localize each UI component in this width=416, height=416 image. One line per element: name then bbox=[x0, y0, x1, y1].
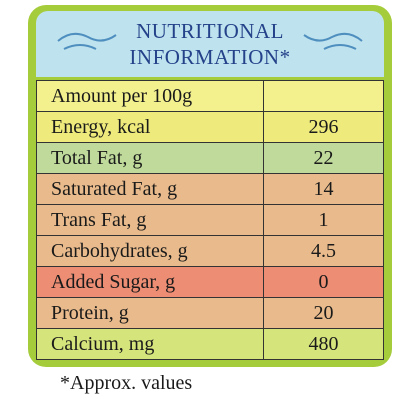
nutrient-cell: Energy, kcal bbox=[37, 112, 264, 142]
value-cell: 1 bbox=[318, 209, 329, 231]
table-row: Total Fat, g 22 bbox=[36, 143, 384, 174]
title-line: INFORMATION* bbox=[129, 45, 291, 69]
nutrient-cell: Calcium, mg bbox=[37, 329, 264, 359]
swirl-right bbox=[303, 32, 363, 50]
title-line: NUTRITIONAL bbox=[136, 19, 284, 43]
footnote: *Approx. values bbox=[60, 372, 193, 394]
table-row: Carbohydrates, g 4.5 bbox=[36, 236, 384, 267]
value-cell: 296 bbox=[308, 116, 339, 138]
header: NUTRITIONAL INFORMATION* bbox=[36, 11, 384, 77]
value-cell bbox=[264, 81, 383, 111]
table-row: Amount per 100g bbox=[36, 81, 384, 112]
nutrient-cell: Protein, g bbox=[37, 298, 264, 328]
value-cell: 20 bbox=[313, 302, 334, 324]
nutrient-cell: Saturated Fat, g bbox=[37, 174, 264, 204]
value-cell: 4.5 bbox=[311, 240, 336, 262]
table-row: Trans Fat, g 1 bbox=[36, 205, 384, 236]
value-cell: 0 bbox=[318, 271, 329, 293]
nutrient-cell: Amount per 100g bbox=[37, 81, 264, 111]
value-cell: 14 bbox=[313, 178, 334, 200]
value-cell: 480 bbox=[308, 333, 339, 355]
swirl-left bbox=[57, 32, 117, 50]
table-row: Calcium, mg 480 bbox=[36, 329, 384, 360]
table-row: Energy, kcal 296 bbox=[36, 112, 384, 143]
nutrition-table: Amount per 100g Energy, kcal 296 Total Fat,… bbox=[36, 80, 384, 360]
nutrient-cell: Total Fat, g bbox=[37, 143, 264, 173]
swirls bbox=[57, 32, 363, 50]
nutrition-label: NUTRITIONAL INFORMATION* Amount per 100g… bbox=[28, 5, 392, 367]
table-row: Protein, g 20 bbox=[36, 298, 384, 329]
nutrient-cell: Carbohydrates, g bbox=[37, 236, 264, 266]
value-cell: 22 bbox=[313, 147, 334, 169]
table-row: Added Sugar, g 0 bbox=[36, 267, 384, 298]
nutrient-cell: Trans Fat, g bbox=[37, 205, 264, 235]
table-row: Saturated Fat, g 14 bbox=[36, 174, 384, 205]
nutrient-cell: Added Sugar, g bbox=[37, 267, 264, 297]
